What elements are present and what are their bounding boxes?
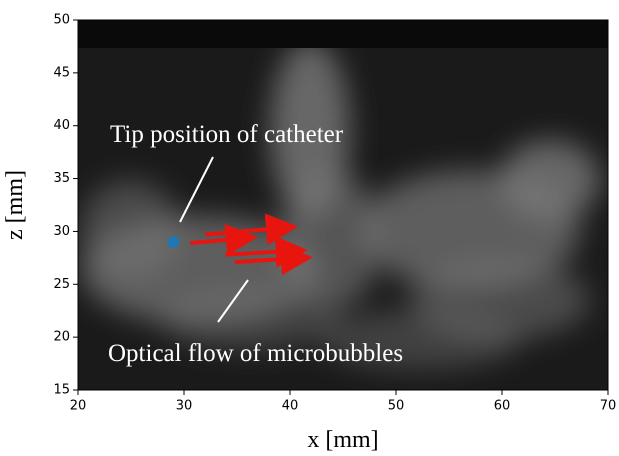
point [167,236,180,248]
x-axis-label: x [mm] [307,427,378,453]
annotation: Optical flow of microbubbles [108,340,403,367]
x-tick-label: 20 [70,399,87,414]
y-tick-label: 50 [53,13,70,28]
y-tick-label: 45 [53,65,70,80]
y-tick-label: 30 [53,224,70,239]
x-tick-label: 60 [494,399,511,414]
x-tick-label: 40 [282,399,299,414]
annotation-line [179,156,214,223]
y-tick-label: 40 [53,118,70,133]
annotation: Tip position of catheter [110,121,344,148]
x-tick-label: 50 [388,399,405,414]
x-tick-label: 70 [600,399,617,414]
flow-arrow [234,243,313,276]
annotation-line [217,279,249,323]
y-tick-label: 25 [53,277,70,292]
ultrasound-image [78,20,608,390]
x-tick-label: 30 [176,399,193,414]
y-axis-label: z [mm] [2,170,28,240]
flow-arrow [190,223,258,256]
y-tick-label: 20 [53,330,70,345]
flow-arrow [205,213,298,246]
plot-frame [77,19,609,391]
y-tick-label: 35 [53,171,70,186]
y-tick-label: 15 [53,383,70,398]
